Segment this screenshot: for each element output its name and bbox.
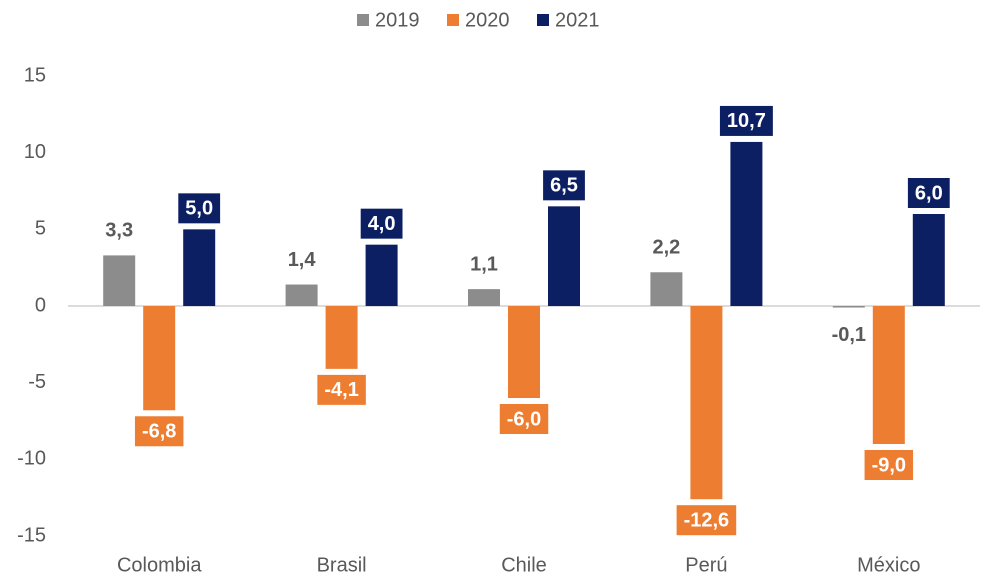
- x-tick-label: Perú: [685, 554, 727, 576]
- bar: [508, 306, 540, 398]
- legend-swatch: [357, 14, 369, 26]
- bar: [548, 206, 580, 306]
- value-label-box: [360, 208, 403, 239]
- y-tick-label: -15: [17, 524, 46, 546]
- bar: [365, 244, 398, 306]
- bar: [183, 229, 216, 306]
- value-label: -4,1: [324, 379, 358, 401]
- bar: [872, 306, 905, 444]
- legend-label: 2021: [555, 9, 600, 31]
- y-tick-label: 0: [35, 294, 46, 316]
- y-tick-label: 5: [35, 218, 46, 240]
- value-label-box: [317, 374, 366, 405]
- value-label: 1,1: [470, 253, 498, 275]
- x-tick-label: México: [857, 554, 920, 576]
- y-tick-label: -5: [28, 371, 46, 393]
- value-label: -0,1: [832, 324, 866, 346]
- legend-label: 2019: [375, 9, 420, 31]
- value-label-box: [719, 105, 773, 136]
- bar: [143, 306, 176, 411]
- value-label: -9,0: [872, 454, 906, 476]
- value-label-box: [499, 404, 549, 434]
- x-tick-label: Chile: [501, 554, 547, 576]
- x-tick-label: Colombia: [117, 554, 202, 576]
- value-label: 4,0: [368, 213, 396, 235]
- legend-swatch: [537, 14, 549, 26]
- bar: [468, 289, 500, 306]
- value-label-box: [178, 193, 221, 224]
- bar: [912, 214, 945, 306]
- value-label: -12,6: [684, 509, 730, 531]
- legend-label: 2020: [465, 9, 510, 31]
- value-label: -6,8: [142, 421, 176, 443]
- value-label: -6,0: [507, 408, 541, 430]
- value-label: 6,5: [550, 175, 578, 197]
- value-label: 2,2: [652, 237, 680, 259]
- value-label: 6,0: [915, 182, 943, 204]
- legend-swatch: [447, 14, 459, 26]
- value-label: 10,7: [727, 110, 766, 132]
- y-tick-label: 15: [24, 64, 46, 86]
- value-label: 3,3: [105, 220, 133, 242]
- y-tick-label: -10: [17, 448, 46, 470]
- value-label-box: [676, 505, 737, 536]
- bar: [285, 284, 318, 306]
- bar: [690, 306, 723, 500]
- value-label-box: [134, 416, 184, 447]
- bar: [730, 141, 763, 306]
- value-label-box: [864, 450, 914, 480]
- bar: [325, 306, 358, 369]
- value-label: 1,4: [288, 249, 317, 271]
- x-tick-label: Brasil: [317, 554, 367, 576]
- bar: [650, 272, 683, 306]
- value-label-box: [907, 178, 950, 208]
- bar: [103, 255, 136, 306]
- value-label: 5,0: [185, 198, 213, 220]
- y-tick-label: 10: [24, 141, 46, 163]
- bar: [832, 306, 865, 308]
- value-label-box: [543, 170, 585, 201]
